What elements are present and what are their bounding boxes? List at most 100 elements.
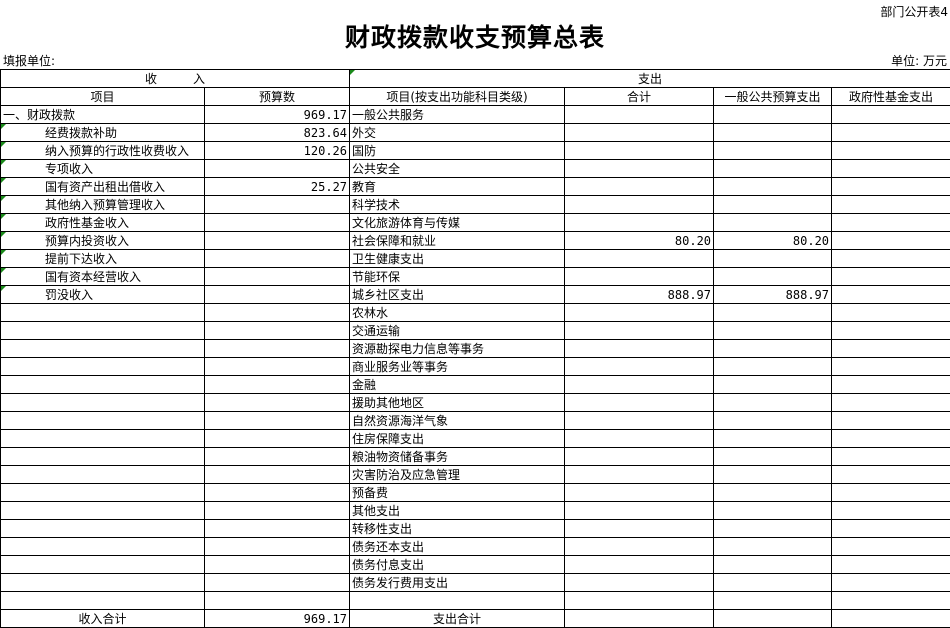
table-row: 灾害防治及应急管理 bbox=[1, 466, 950, 484]
expense-general-cell bbox=[714, 142, 832, 160]
expense-header: 支出 bbox=[350, 70, 950, 88]
expense-fund-cell bbox=[832, 304, 950, 322]
fill-unit-label: 填报单位: bbox=[3, 52, 55, 69]
expense-item-cell: 公共安全 bbox=[350, 160, 565, 178]
expense-item-cell: 预备费 bbox=[350, 484, 565, 502]
expense-general-cell bbox=[714, 268, 832, 286]
expense-item-cell: 住房保障支出 bbox=[350, 430, 565, 448]
expense-total-cell bbox=[565, 394, 714, 412]
income-item-cell: 政府性基金收入 bbox=[1, 214, 205, 232]
expense-fund-cell bbox=[832, 430, 950, 448]
expense-total-cell bbox=[565, 142, 714, 160]
income-item-cell: 国有资产出租出借收入 bbox=[1, 178, 205, 196]
expense-general-cell bbox=[714, 214, 832, 232]
expense-general-cell bbox=[714, 502, 832, 520]
expense-general-cell: 888.97 bbox=[714, 286, 832, 304]
income-item-cell: 纳入预算的行政性收费收入 bbox=[1, 142, 205, 160]
income-amount-cell bbox=[205, 466, 350, 484]
table-row: 农林水 bbox=[1, 304, 950, 322]
income-item-cell bbox=[1, 448, 205, 466]
expense-item-cell: 自然资源海洋气象 bbox=[350, 412, 565, 430]
income-amount-cell: 25.27 bbox=[205, 178, 350, 196]
expense-general-cell bbox=[714, 322, 832, 340]
expense-item-cell: 农林水 bbox=[350, 304, 565, 322]
expense-fund-cell bbox=[832, 556, 950, 574]
income-item-cell bbox=[1, 520, 205, 538]
expense-general-cell bbox=[714, 520, 832, 538]
expense-item-cell: 文化旅游体育与传媒 bbox=[350, 214, 565, 232]
unit-label: 单位: 万元 bbox=[891, 52, 947, 69]
expense-general-total bbox=[714, 610, 832, 628]
table-row: 债务发行费用支出 bbox=[1, 574, 950, 592]
expense-item-cell: 粮油物资储备事务 bbox=[350, 448, 565, 466]
income-item-cell: 一、财政拨款 bbox=[1, 106, 205, 124]
expense-general-cell bbox=[714, 592, 832, 610]
expense-total-cell bbox=[565, 268, 714, 286]
expense-item-cell: 社会保障和就业 bbox=[350, 232, 565, 250]
expense-item-cell: 援助其他地区 bbox=[350, 394, 565, 412]
table-row: 粮油物资储备事务 bbox=[1, 448, 950, 466]
expense-total-cell bbox=[565, 538, 714, 556]
income-item-cell: 经费拨款补助 bbox=[1, 124, 205, 142]
income-item-cell: 专项收入 bbox=[1, 160, 205, 178]
expense-fund-cell bbox=[832, 574, 950, 592]
expense-total-cell bbox=[565, 502, 714, 520]
table-row: 提前下达收入卫生健康支出 bbox=[1, 250, 950, 268]
income-total-label: 收入合计 bbox=[1, 610, 205, 628]
income-item-cell: 国有资本经营收入 bbox=[1, 268, 205, 286]
expense-fund-cell bbox=[832, 142, 950, 160]
col-income-amount: 预算数 bbox=[205, 88, 350, 106]
expense-fund-cell bbox=[832, 448, 950, 466]
expense-total-cell bbox=[565, 574, 714, 592]
table-row: 债务付息支出 bbox=[1, 556, 950, 574]
expense-total-cell bbox=[565, 178, 714, 196]
expense-item-cell: 国防 bbox=[350, 142, 565, 160]
expense-total-cell bbox=[565, 250, 714, 268]
income-item-cell bbox=[1, 466, 205, 484]
expense-total-cell bbox=[565, 520, 714, 538]
expense-item-cell: 外交 bbox=[350, 124, 565, 142]
expense-general-cell bbox=[714, 538, 832, 556]
income-item-cell bbox=[1, 322, 205, 340]
income-item-cell: 预算内投资收入 bbox=[1, 232, 205, 250]
expense-fund-cell bbox=[832, 124, 950, 142]
expense-item-cell: 转移性支出 bbox=[350, 520, 565, 538]
income-amount-cell bbox=[205, 556, 350, 574]
income-amount-cell bbox=[205, 268, 350, 286]
expense-fund-cell bbox=[832, 376, 950, 394]
expense-item-cell bbox=[350, 592, 565, 610]
expense-total-cell bbox=[565, 196, 714, 214]
expense-total-cell bbox=[565, 484, 714, 502]
income-amount-cell: 120.26 bbox=[205, 142, 350, 160]
expense-total-cell bbox=[565, 340, 714, 358]
col-general-budget: 一般公共预算支出 bbox=[714, 88, 832, 106]
expense-item-cell: 其他支出 bbox=[350, 502, 565, 520]
income-item-cell bbox=[1, 592, 205, 610]
expense-fund-cell bbox=[832, 592, 950, 610]
expense-general-cell bbox=[714, 124, 832, 142]
income-amount-cell bbox=[205, 520, 350, 538]
table-row: 转移性支出 bbox=[1, 520, 950, 538]
income-amount-cell bbox=[205, 160, 350, 178]
expense-general-cell bbox=[714, 448, 832, 466]
expense-fund-cell bbox=[832, 250, 950, 268]
expense-total-cell bbox=[565, 304, 714, 322]
expense-general-cell bbox=[714, 466, 832, 484]
table-row: 其他支出 bbox=[1, 502, 950, 520]
income-item-cell: 其他纳入预算管理收入 bbox=[1, 196, 205, 214]
income-item-cell bbox=[1, 538, 205, 556]
expense-total-cell bbox=[565, 106, 714, 124]
table-row: 自然资源海洋气象 bbox=[1, 412, 950, 430]
col-income-item: 项目 bbox=[1, 88, 205, 106]
expense-general-cell bbox=[714, 358, 832, 376]
expense-general-cell bbox=[714, 412, 832, 430]
expense-general-cell bbox=[714, 196, 832, 214]
expense-item-cell: 城乡社区支出 bbox=[350, 286, 565, 304]
income-amount-cell bbox=[205, 592, 350, 610]
income-item-cell bbox=[1, 412, 205, 430]
table-row bbox=[1, 592, 950, 610]
